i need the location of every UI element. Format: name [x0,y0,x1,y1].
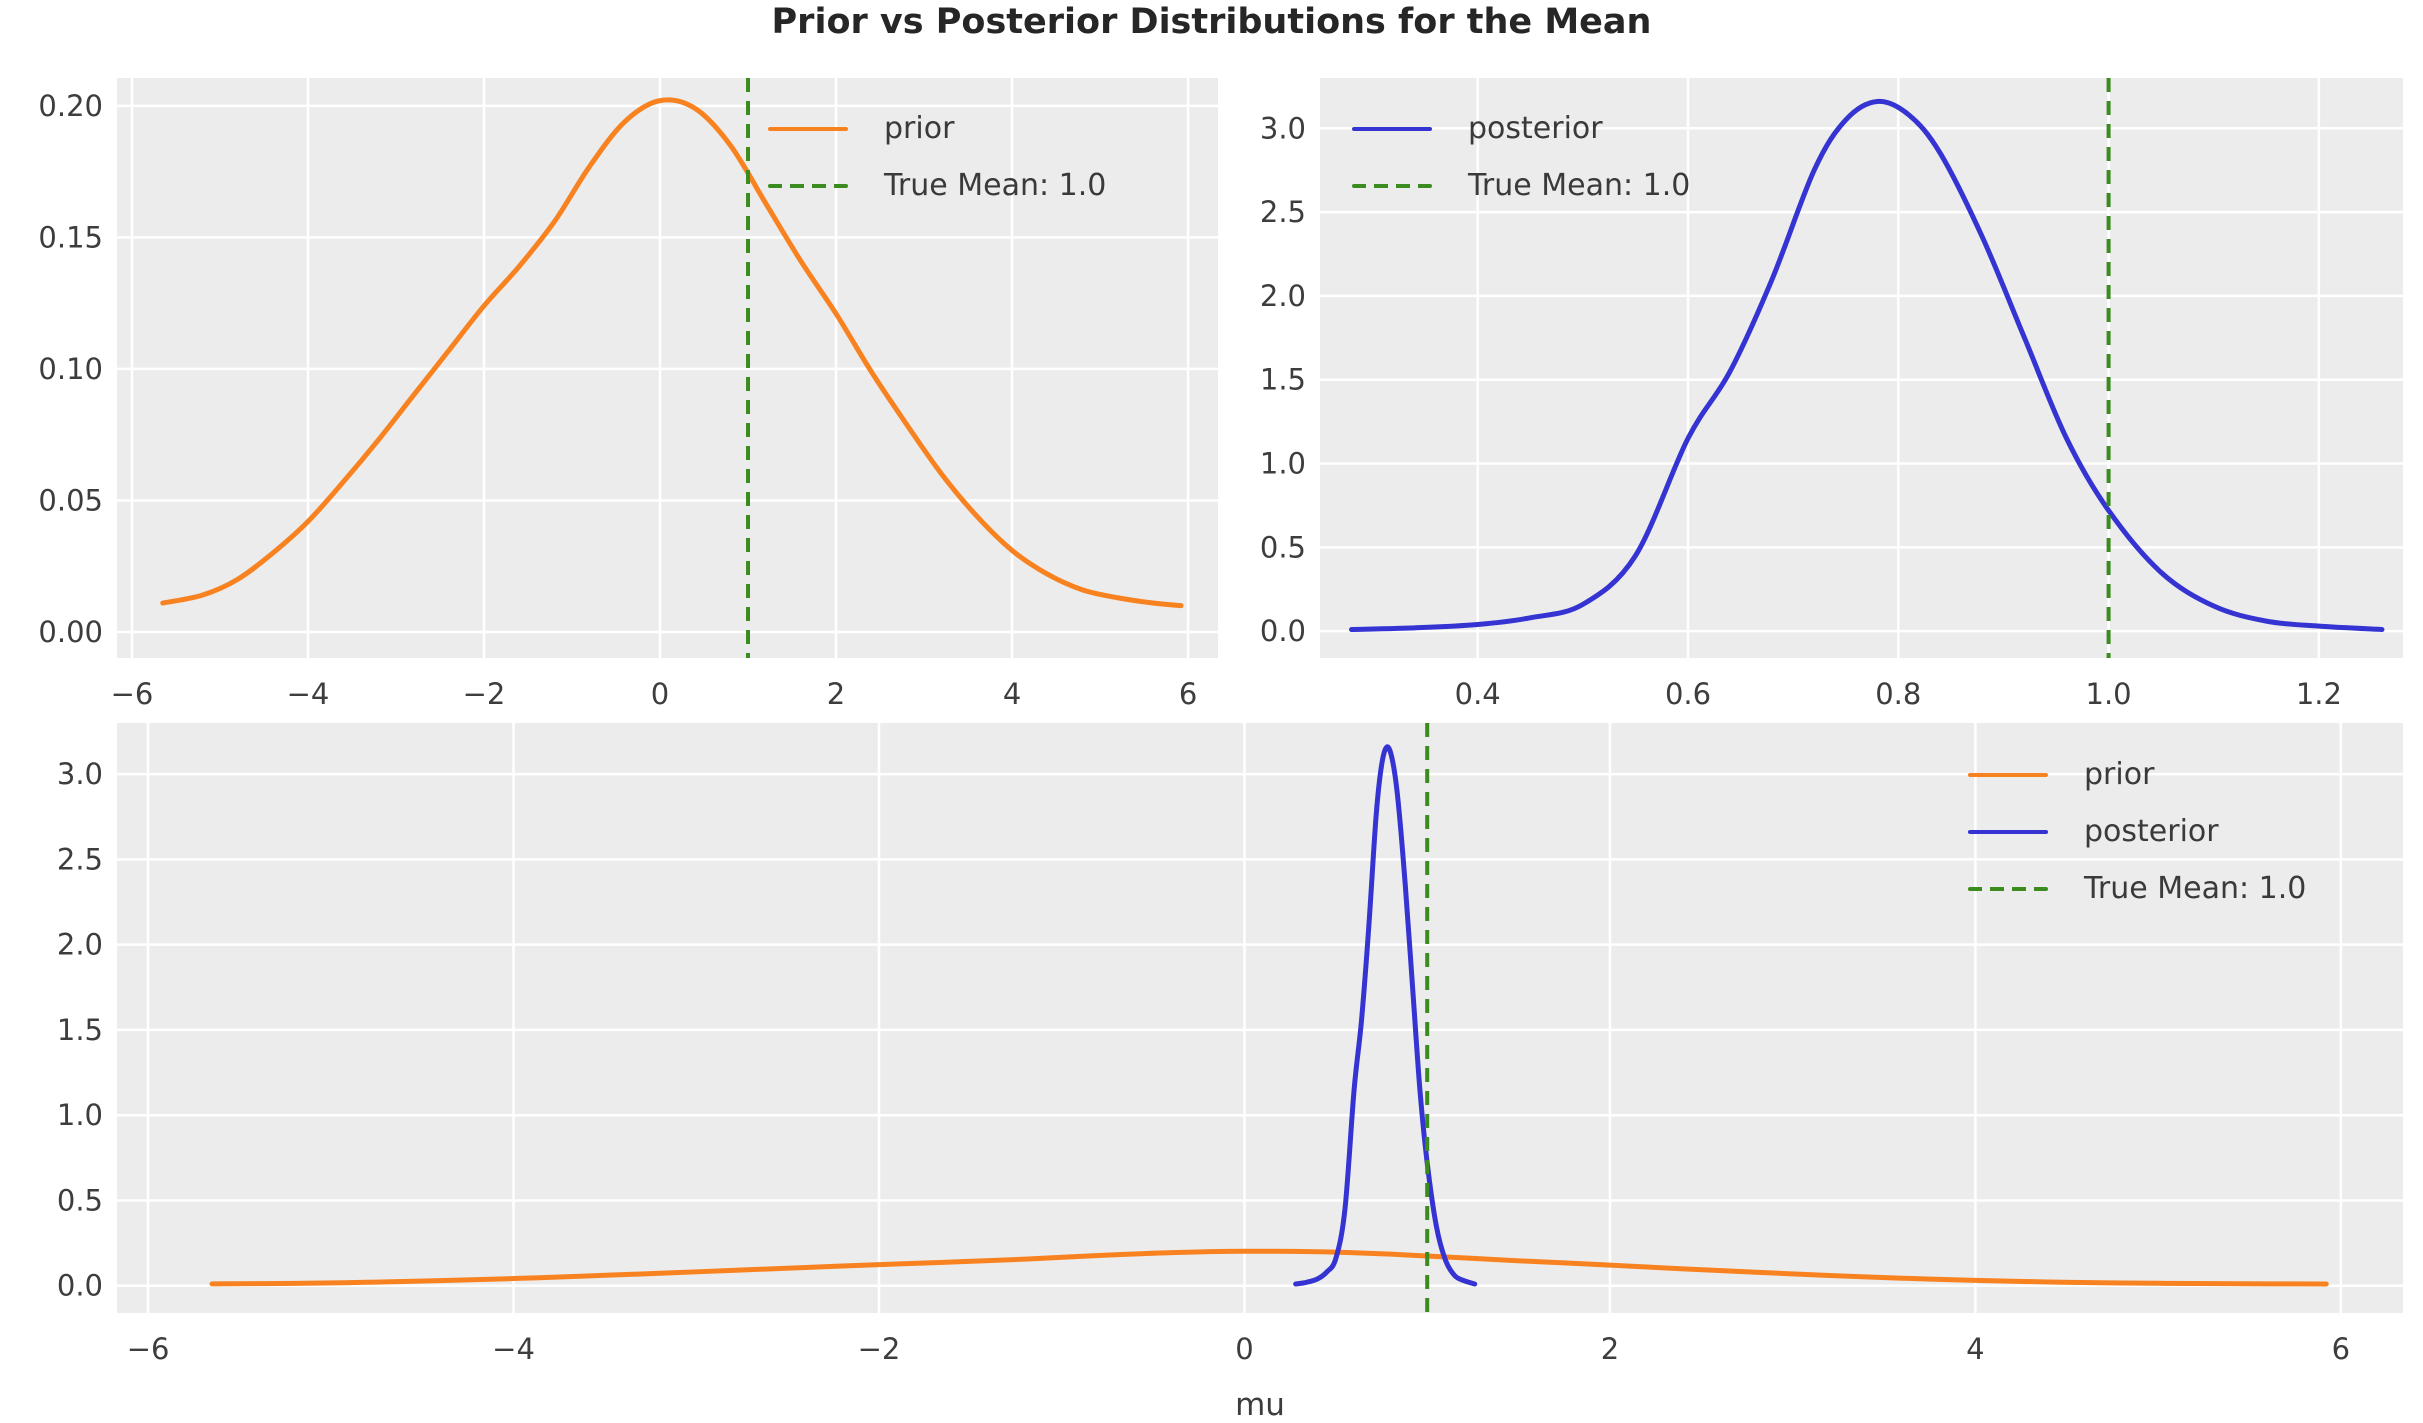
x-tick-label: −2 [463,677,506,711]
y-tick-label: 3.0 [1260,111,1306,145]
y-tick-label: 0.05 [38,483,103,517]
x-tick-label: 1.2 [2296,677,2342,711]
x-tick-label: 0 [1235,1332,1253,1366]
prior-curve [160,97,1184,609]
x-tick-label: 6 [2332,1332,2350,1366]
legend-item-true-mean: True Mean: 1.0 [1352,157,1690,214]
prior-line-swatch [768,126,848,131]
x-tick-label: 2 [1601,1332,1619,1366]
posterior-curve [1293,744,1478,1287]
y-tick-label: 0.15 [38,220,103,254]
x-tick-label: −6 [111,677,154,711]
x-tick-label: 0 [651,677,669,711]
legend-item-true-mean: True Mean: 1.0 [1968,860,2306,917]
x-tick-label: −6 [127,1332,170,1366]
x-tick-label: −2 [858,1332,901,1366]
x-tick-label: −4 [492,1332,535,1366]
y-tick-label: 0.5 [57,1183,103,1217]
legend-label-posterior: posterior [2084,814,2219,849]
x-tick-label: 4 [1003,677,1021,711]
legend-item-true-mean: True Mean: 1.0 [768,157,1106,214]
x-tick-label: 2 [827,677,845,711]
legend-item-prior: prior [768,100,1106,157]
y-tick-label: 2.5 [57,842,103,876]
legend-label-prior: prior [2084,757,2155,792]
y-tick-label: 3.0 [57,757,103,791]
y-tick-label: 1.5 [57,1013,103,1047]
legend-label-true-mean: True Mean: 1.0 [1468,168,1691,203]
legend-label-true-mean: True Mean: 1.0 [884,168,1107,203]
y-tick-label: 2.5 [1260,195,1306,229]
legend-item-posterior: posterior [1968,803,2306,860]
y-tick-label: 2.0 [57,928,103,962]
x-tick-label: 4 [1966,1332,1984,1366]
legend-label-posterior: posterior [1468,111,1603,146]
legend-combined-panel: prior posterior True Mean: 1.0 [1968,746,2306,917]
x-tick-label: 0.6 [1665,677,1711,711]
x-tick-label: 0.8 [1875,677,1921,711]
y-tick-label: 0.5 [1260,530,1306,564]
legend-prior-panel: prior True Mean: 1.0 [768,100,1106,214]
prior-line-swatch [1968,772,2048,777]
legend-item-posterior: posterior [1352,100,1690,157]
combined-panel-background [117,723,2403,1313]
posterior-line-swatch [1352,126,1432,131]
legend-item-prior: prior [1968,746,2306,803]
x-tick-label: 6 [1179,677,1197,711]
y-tick-label: 0.0 [1260,614,1306,648]
figure-title: Prior vs Posterior Distributions for the… [771,2,1652,42]
x-tick-label: −4 [287,677,330,711]
y-tick-label: 0.00 [38,615,103,649]
posterior-panel-background [1320,78,2403,658]
y-tick-label: 2.0 [1260,279,1306,313]
legend-label-true-mean: True Mean: 1.0 [2084,871,2307,906]
x-tick-label: 1.0 [2086,677,2132,711]
true-mean-line-swatch [768,183,848,188]
y-tick-label: 0.20 [38,89,103,123]
y-tick-label: 1.0 [57,1098,103,1132]
x-axis-label: mu [1235,1387,1285,1423]
y-tick-label: 0.0 [57,1269,103,1303]
prior-curve [209,1248,2329,1287]
y-tick-label: 1.0 [1260,447,1306,481]
true-mean-line-swatch [1352,183,1432,188]
posterior-curve [1349,98,2385,633]
posterior-line-swatch [1968,829,2048,834]
y-tick-label: 1.5 [1260,363,1306,397]
legend-label-prior: prior [884,111,955,146]
x-tick-label: 0.4 [1455,677,1501,711]
y-tick-label: 0.10 [38,352,103,386]
legend-posterior-panel: posterior True Mean: 1.0 [1352,100,1690,214]
true-mean-line-swatch [1968,886,2048,891]
